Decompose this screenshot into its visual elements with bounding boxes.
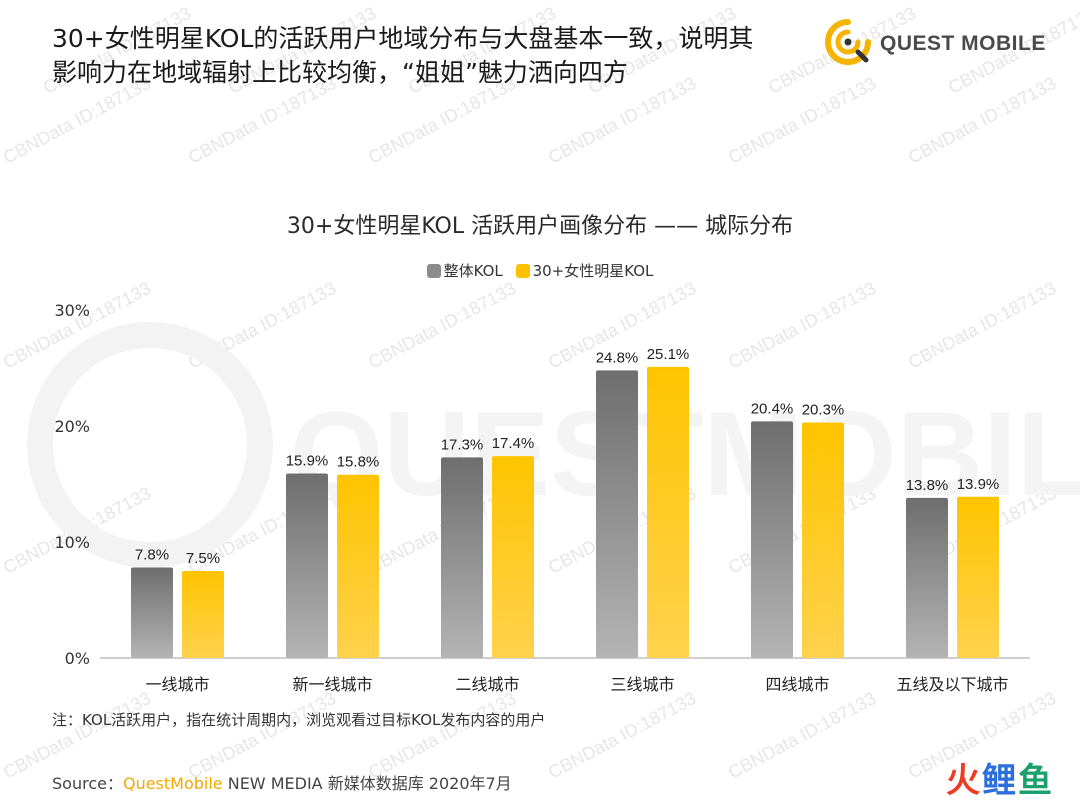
data-label-overall: 24.8% <box>596 349 639 366</box>
bars-group <box>131 366 999 658</box>
legend-item-female-star: 30+女性明星KOL <box>515 260 654 281</box>
x-tick-label: 新一线城市 <box>292 675 372 694</box>
data-label-female-star: 15.8% <box>337 454 380 471</box>
y-tick-label: 0% <box>65 649 90 668</box>
legend-label-overall: 整体KOL <box>443 262 503 280</box>
data-label-overall: 20.4% <box>751 400 794 417</box>
bar-overall <box>596 370 638 658</box>
data-labels-group: 7.8% 7.5% 15.9% 15.8% 17.3% 17.4% 24.8% 25.1% 20… <box>135 346 999 567</box>
corner-logo-char-2: 鲤 <box>982 761 1018 801</box>
data-label-female-star: 20.3% <box>802 402 845 419</box>
source-line: Source：QuestMobile NEW MEDIA 新媒体数据库 2020… <box>52 770 512 794</box>
x-axis: 一线城市 新一线城市 二线城市 三线城市 四线城市 五线及以下城市 <box>145 675 1008 694</box>
source-prefix: Source： <box>52 774 123 793</box>
bar-female-star <box>182 571 224 658</box>
watermark-text: CBNData ID:187133 <box>725 687 880 783</box>
bar-female-star <box>957 496 999 658</box>
data-label-female-star: 13.9% <box>957 476 1000 493</box>
chart-title: 30+女性明星KOL 活跃用户画像分布 —— 城际分布 <box>286 214 794 239</box>
data-label-overall: 7.8% <box>135 547 169 564</box>
bar-female-star <box>337 474 379 658</box>
questmobile-logo: QUEST MOBILE <box>820 14 1050 74</box>
bar-female-star <box>647 366 689 658</box>
watermark-text: CBNData ID:187133 <box>905 72 1060 168</box>
legend-swatch-female-star <box>515 263 530 278</box>
data-label-female-star: 25.1% <box>647 346 690 363</box>
data-label-overall: 13.8% <box>906 477 949 494</box>
questmobile-logo-text: QUEST MOBILE <box>880 32 1046 55</box>
chart-legend: 整体KOL 30+女性明星KOL <box>0 260 1080 282</box>
bar-overall <box>131 567 173 658</box>
corner-logo-char-1: 火 <box>946 761 982 801</box>
questmobile-logo-icon <box>825 19 871 65</box>
corner-brand-logo: 火鲤鱼 <box>946 753 1054 802</box>
data-label-female-star: 7.5% <box>186 550 220 567</box>
legend-swatch-overall <box>426 263 441 278</box>
y-tick-label: 20% <box>54 417 90 436</box>
page-headline: 30+女性明星KOL的活跃用户地域分布与大盘基本一致，说明其 影响力在地域辐射上… <box>52 22 812 90</box>
background-brand-ring <box>27 322 273 568</box>
bar-overall <box>751 421 793 658</box>
watermark-text: CBNData ID:187133 <box>545 687 700 783</box>
bar-overall <box>441 457 483 658</box>
legend-item-overall: 整体KOL <box>426 260 503 281</box>
x-tick-label: 五线及以下城市 <box>896 675 1008 694</box>
bar-female-star <box>492 456 534 658</box>
bar-female-star <box>802 422 844 658</box>
y-tick-label: 10% <box>54 533 90 552</box>
data-label-overall: 15.9% <box>286 453 329 470</box>
source-brand: QuestMobile <box>122 774 223 793</box>
data-label-female-star: 17.4% <box>492 435 535 452</box>
footnote: 注：KOL活跃用户，指在统计周期内，浏览观看过目标KOL发布内容的用户 <box>52 711 546 729</box>
bar-overall <box>906 497 948 658</box>
y-tick-label: 30% <box>54 301 90 320</box>
bar-overall <box>286 473 328 658</box>
source-rest: NEW MEDIA 新媒体数据库 2020年7月 <box>222 774 512 793</box>
x-tick-label: 一线城市 <box>145 675 209 694</box>
legend-label-female-star: 30+女性明星KOL <box>532 262 654 280</box>
headline-line-1: 30+女性明星KOL的活跃用户地域分布与大盘基本一致，说明其 <box>52 24 754 53</box>
data-label-overall: 17.3% <box>441 436 484 453</box>
x-tick-label: 三线城市 <box>610 675 674 694</box>
y-axis: 0% 10% 20% 30% <box>54 301 1030 668</box>
x-tick-label: 二线城市 <box>455 675 519 694</box>
headline-line-2: 影响力在地域辐射上比较均衡，“姐姐”魅力洒向四方 <box>52 58 628 87</box>
corner-logo-char-3: 鱼 <box>1018 761 1054 801</box>
x-tick-label: 四线城市 <box>765 675 829 694</box>
